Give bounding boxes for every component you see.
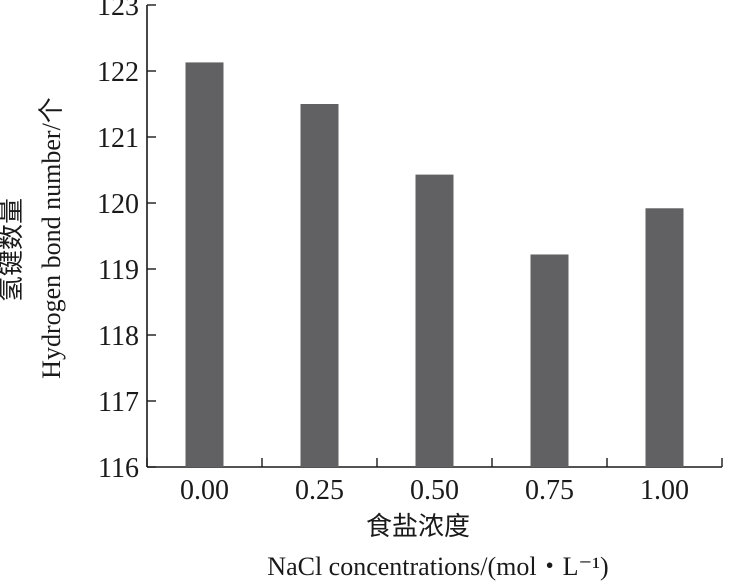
y-tick-label: 116 bbox=[98, 453, 139, 484]
x-tick-label: 0.50 bbox=[410, 475, 459, 506]
y-tick-label: 123 bbox=[97, 0, 139, 22]
y-tick-label: 119 bbox=[98, 255, 139, 286]
y-tick-label: 121 bbox=[97, 123, 139, 154]
bar-0.50 bbox=[415, 174, 454, 467]
bar-0.00 bbox=[185, 62, 224, 468]
y-axis-title-en: Hydrogen bond number/个 bbox=[37, 97, 66, 379]
x-tick-label: 1.00 bbox=[640, 475, 689, 506]
bar-0.75 bbox=[530, 254, 569, 467]
y-tick-label: 120 bbox=[97, 189, 139, 220]
y-tick-label: 118 bbox=[98, 321, 139, 352]
bars bbox=[185, 62, 684, 468]
y-tick-label: 122 bbox=[97, 57, 139, 88]
x-tick-label: 0.25 bbox=[295, 475, 344, 506]
bar-0.25 bbox=[300, 104, 339, 467]
y-axis: 116 117 118 119 120 121 122 123 bbox=[97, 0, 156, 484]
x-tick-label: 0.00 bbox=[180, 475, 229, 506]
x-axis-title-en: NaCl concentrations/(mol・L⁻¹) bbox=[267, 552, 608, 581]
y-axis-title-cn: 氢键数量 bbox=[0, 198, 27, 302]
x-axis: 0.00 0.25 0.50 0.75 1.00 bbox=[146, 458, 723, 506]
x-axis-title-cn: 食盐浓度 bbox=[366, 512, 470, 542]
bar-1.00 bbox=[645, 208, 684, 467]
y-tick-label: 117 bbox=[98, 387, 139, 418]
x-tick-label: 0.75 bbox=[525, 475, 574, 506]
